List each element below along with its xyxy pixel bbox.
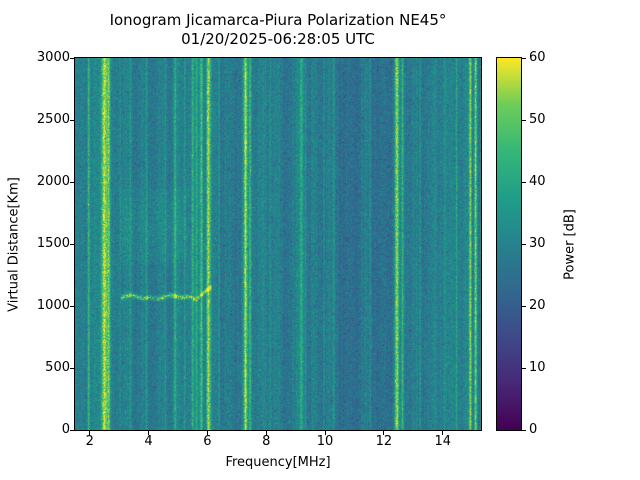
y-tick-label: 3000 [36,50,70,65]
y-tick-label: 1500 [36,236,70,251]
y-tick-mark [70,243,74,245]
colorbar-tick-label: 40 [529,174,546,189]
colorbar-gradient [497,58,521,430]
chart-subtitle-timestamp: 01/20/2025-06:28:05 UTC [181,30,375,48]
axes-frame [74,57,482,431]
x-axis-label: Frequency[MHz] [225,455,331,470]
y-tick-mark [70,367,74,369]
x-tick-label: 4 [144,434,153,449]
y-tick-label: 1000 [36,298,70,313]
colorbar-label: Power [dB] [562,209,578,280]
y-tick-mark [70,119,74,121]
y-tick-label: 0 [61,422,70,437]
colorbar-tick-label: 30 [529,236,546,251]
y-tick-mark [70,305,74,307]
x-tick-mark [265,431,267,435]
x-tick-label: 10 [316,434,334,449]
x-tick-label: 14 [434,434,452,449]
x-tick-mark [148,431,150,435]
colorbar-tick-label: 0 [529,422,538,437]
colorbar-tick-label: 20 [529,298,546,313]
x-tick-mark [89,431,91,435]
x-tick-mark [324,431,326,435]
y-tick-label: 2000 [36,174,70,189]
colorbar-tick-mark [522,57,526,59]
chart-title: Ionogram Jicamarca-Piura Polarization NE… [109,11,447,29]
colorbar-tick-mark [522,305,526,307]
x-tick-label: 12 [375,434,393,449]
x-tick-mark [206,431,208,435]
ionogram-heatmap [75,58,481,430]
colorbar-frame [496,57,522,431]
colorbar-tick-label: 10 [529,360,546,375]
y-tick-label: 2500 [36,112,70,127]
colorbar-tick-mark [522,367,526,369]
colorbar-tick-label: 50 [529,112,546,127]
colorbar-tick-mark [522,429,526,431]
x-tick-label: 2 [85,434,94,449]
y-tick-mark [70,57,74,59]
colorbar-tick-mark [522,119,526,121]
x-tick-mark [383,431,385,435]
colorbar-tick-mark [522,243,526,245]
y-tick-mark [70,181,74,183]
x-tick-label: 8 [262,434,271,449]
colorbar-tick-mark [522,181,526,183]
x-tick-label: 6 [203,434,212,449]
y-tick-mark [70,429,74,431]
y-axis-label: Virtual Distance[Km] [6,177,22,312]
x-tick-mark [442,431,444,435]
y-tick-label: 500 [45,360,70,375]
colorbar-tick-label: 60 [529,50,546,65]
